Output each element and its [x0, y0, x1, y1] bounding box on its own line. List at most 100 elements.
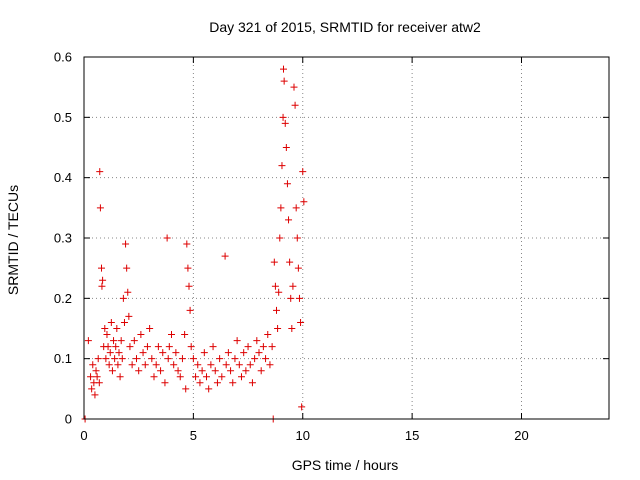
data-point — [108, 367, 116, 375]
data-point — [216, 355, 224, 363]
data-point — [203, 373, 210, 381]
data-point — [185, 282, 193, 290]
data-point — [198, 367, 206, 375]
x-tick-label: 5 — [190, 428, 197, 443]
data-point — [101, 325, 109, 332]
data-point — [262, 355, 270, 363]
data-point — [298, 403, 306, 411]
data-point — [281, 119, 289, 127]
data-points — [81, 65, 308, 423]
data-point — [94, 355, 102, 363]
data-point — [235, 361, 243, 369]
data-point — [93, 373, 101, 381]
data-point — [221, 252, 229, 260]
x-tick-label: 0 — [80, 428, 87, 443]
data-point — [113, 325, 121, 332]
x-tick-label: 20 — [514, 428, 528, 443]
data-point — [133, 355, 140, 363]
data-point — [244, 343, 252, 351]
data-point — [240, 349, 248, 357]
y-axis-label: SRMTID / TECUs — [5, 185, 21, 295]
data-point — [273, 306, 280, 314]
data-point — [213, 379, 221, 387]
data-point — [294, 264, 302, 272]
data-point — [135, 367, 143, 375]
data-point — [163, 234, 171, 242]
data-point — [157, 367, 165, 375]
y-tick-label: 0.2 — [54, 291, 72, 306]
data-point — [293, 234, 301, 242]
data-point — [257, 367, 265, 375]
data-point — [283, 180, 291, 188]
y-tick-label: 0.6 — [54, 50, 72, 65]
data-point — [209, 343, 217, 351]
data-point — [211, 367, 219, 375]
data-point — [170, 361, 178, 369]
data-point — [227, 367, 235, 375]
data-point — [102, 355, 110, 363]
data-point — [280, 65, 287, 73]
data-point — [165, 343, 173, 351]
data-point — [255, 349, 263, 357]
data-point — [218, 373, 226, 381]
data-point — [123, 264, 131, 272]
data-point — [187, 343, 195, 351]
data-point — [119, 294, 127, 302]
data-point — [200, 349, 208, 357]
data-point — [117, 337, 125, 345]
y-tick-label: 0.1 — [54, 351, 72, 366]
data-point — [183, 240, 191, 248]
data-point — [288, 325, 296, 332]
data-point — [159, 349, 167, 357]
data-point — [205, 385, 213, 393]
data-point — [143, 343, 151, 351]
x-tick-label: 10 — [296, 428, 310, 443]
data-point — [114, 361, 122, 369]
data-point — [297, 318, 305, 326]
data-point — [98, 282, 106, 290]
data-point — [120, 318, 128, 326]
data-point — [91, 391, 99, 399]
data-point — [174, 367, 182, 375]
data-point — [270, 258, 278, 266]
data-point — [280, 77, 288, 85]
data-point — [150, 373, 158, 381]
data-point — [89, 361, 97, 369]
data-point — [103, 331, 111, 339]
data-point — [106, 349, 114, 357]
data-point — [88, 385, 96, 393]
data-point — [96, 168, 104, 176]
data-point — [84, 337, 92, 345]
data-point — [186, 306, 194, 314]
data-point — [181, 331, 189, 339]
data-point — [194, 361, 202, 369]
data-point — [164, 355, 172, 363]
data-point — [286, 258, 294, 266]
data-point — [242, 367, 250, 375]
data-point — [189, 355, 197, 363]
data-point — [182, 385, 190, 393]
data-point — [289, 282, 297, 290]
data-point — [266, 361, 274, 369]
data-point — [125, 312, 133, 320]
data-point — [176, 373, 184, 381]
y-tick-label: 0.5 — [54, 110, 72, 125]
data-point — [285, 216, 293, 224]
grid-layer — [84, 57, 609, 419]
data-point — [222, 361, 230, 369]
data-point — [192, 373, 200, 381]
data-point — [96, 204, 104, 212]
data-point — [128, 361, 136, 369]
data-point — [139, 349, 147, 357]
data-point — [168, 331, 175, 339]
data-point — [299, 168, 307, 176]
data-point — [152, 361, 160, 369]
data-point — [110, 337, 118, 345]
data-point — [118, 355, 126, 363]
data-point — [287, 294, 295, 302]
data-point — [268, 343, 276, 351]
data-point — [98, 264, 105, 272]
data-point — [279, 113, 287, 121]
data-point — [137, 331, 145, 339]
data-point — [111, 355, 119, 363]
